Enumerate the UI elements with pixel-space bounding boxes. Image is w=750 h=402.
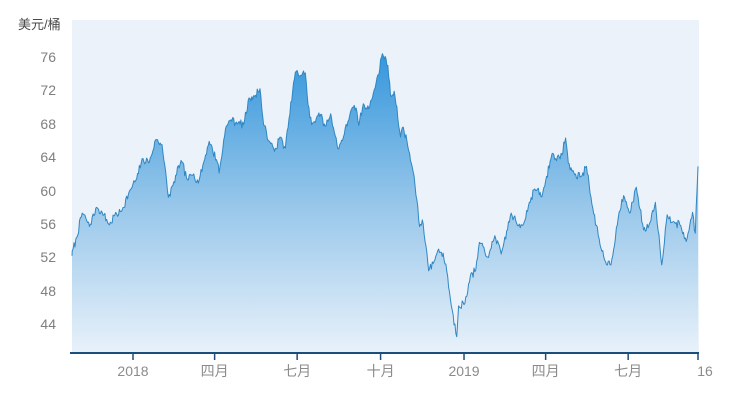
y-tick-label: 44 [40, 316, 56, 333]
x-tick-label: 16 [697, 363, 713, 379]
y-axis-unit-label: 美元/桶 [18, 17, 61, 32]
y-tick-label: 76 [40, 49, 56, 65]
x-tick-label: 七月 [614, 363, 643, 379]
x-tick-label: 2019 [448, 363, 480, 379]
x-tick-label: 四月 [200, 363, 229, 379]
x-tick-label: 四月 [531, 363, 560, 379]
y-tick-label: 56 [40, 216, 56, 232]
y-tick-label: 48 [40, 282, 56, 299]
x-tick-label: 十月 [366, 363, 395, 379]
y-tick-label: 52 [40, 249, 56, 266]
price-area [72, 53, 698, 352]
y-tick-label: 72 [40, 82, 56, 99]
price-line [71, 53, 699, 338]
y-tick-label: 60 [40, 182, 56, 199]
y-tick-label: 68 [40, 115, 56, 132]
x-tick-label: 2018 [117, 363, 149, 379]
y-tick-label: 64 [40, 149, 56, 166]
x-tick-label: 七月 [283, 363, 312, 379]
